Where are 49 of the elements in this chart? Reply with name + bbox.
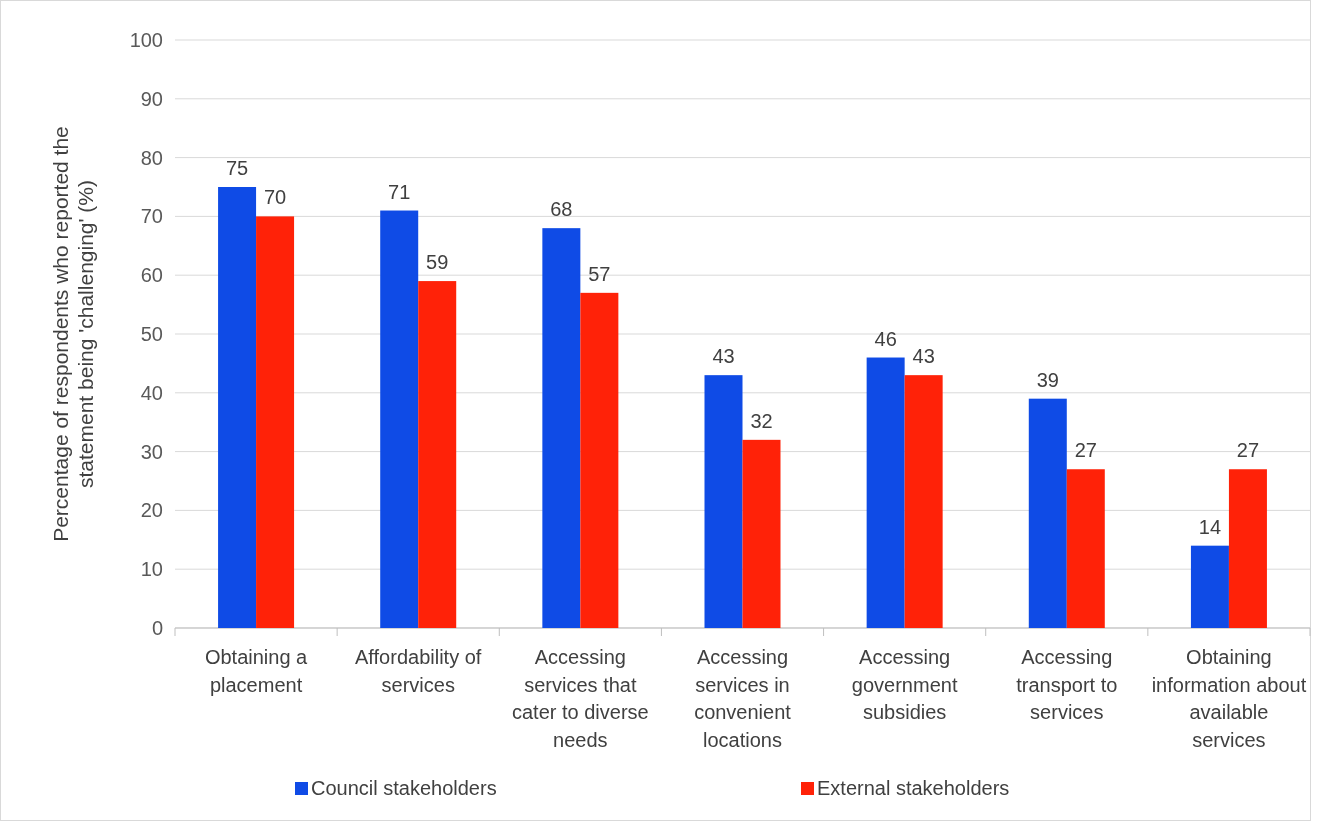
data-label: 75 bbox=[225, 157, 249, 179]
bar bbox=[742, 439, 781, 628]
data-label: 39 bbox=[1036, 368, 1059, 391]
bar bbox=[904, 375, 943, 628]
x-tick-label: Accessing government subsidies bbox=[851, 646, 958, 723]
bar bbox=[704, 375, 743, 628]
y-tick-label: 20 bbox=[140, 499, 163, 522]
y-tick-label: 50 bbox=[140, 323, 163, 345]
bar bbox=[1066, 469, 1105, 628]
y-tick-label: 70 bbox=[140, 205, 163, 228]
data-label: 70 bbox=[263, 186, 287, 209]
bar bbox=[1228, 469, 1267, 628]
bar bbox=[580, 292, 619, 628]
y-tick-label: 0 bbox=[151, 617, 163, 639]
data-label: 71 bbox=[388, 180, 411, 203]
legend-label: External stakeholders bbox=[817, 777, 1010, 799]
data-label: 43 bbox=[712, 345, 735, 368]
data-label: 59 bbox=[426, 251, 449, 274]
y-tick-label: 100 bbox=[129, 29, 163, 51]
data-label: 43 bbox=[912, 345, 935, 368]
x-tick-label: Accessing services in convenient locations bbox=[694, 646, 792, 751]
x-tick-label: Affordability of services bbox=[355, 646, 482, 696]
y-tick-label: 40 bbox=[140, 381, 163, 404]
bar bbox=[542, 228, 581, 628]
y-tick-label: 30 bbox=[140, 440, 163, 463]
data-label: 27 bbox=[1074, 439, 1097, 462]
bar bbox=[1190, 545, 1229, 628]
data-label: 46 bbox=[874, 327, 897, 350]
y-tick-label: 10 bbox=[140, 558, 163, 581]
bar bbox=[218, 187, 257, 628]
legend-label: Council stakeholders bbox=[311, 777, 497, 799]
data-label: 68 bbox=[550, 198, 573, 221]
y-tick-label: 60 bbox=[140, 264, 163, 287]
bar bbox=[380, 210, 419, 628]
data-label: 27 bbox=[1236, 439, 1260, 462]
x-tick-label: Accessing transport to services bbox=[1016, 646, 1118, 723]
bar bbox=[418, 281, 457, 628]
y-tick-label: 90 bbox=[140, 87, 163, 110]
data-label: 14 bbox=[1198, 515, 1222, 538]
y-axis-title: Percentage of respondents who reported the statement being 'challenging' (%) bbox=[49, 126, 97, 542]
x-tick-label: Obtaining a placement bbox=[204, 646, 309, 696]
data-label: 32 bbox=[750, 409, 773, 432]
x-tick-label: Obtaining information about available services bbox=[1151, 646, 1307, 751]
bar bbox=[866, 357, 905, 628]
y-tick-label: 80 bbox=[140, 146, 163, 169]
x-tick-label: Accessing services that cater to diverse needs bbox=[511, 646, 649, 751]
bar bbox=[256, 216, 295, 628]
bar bbox=[1028, 398, 1067, 628]
data-label: 57 bbox=[588, 262, 611, 285]
